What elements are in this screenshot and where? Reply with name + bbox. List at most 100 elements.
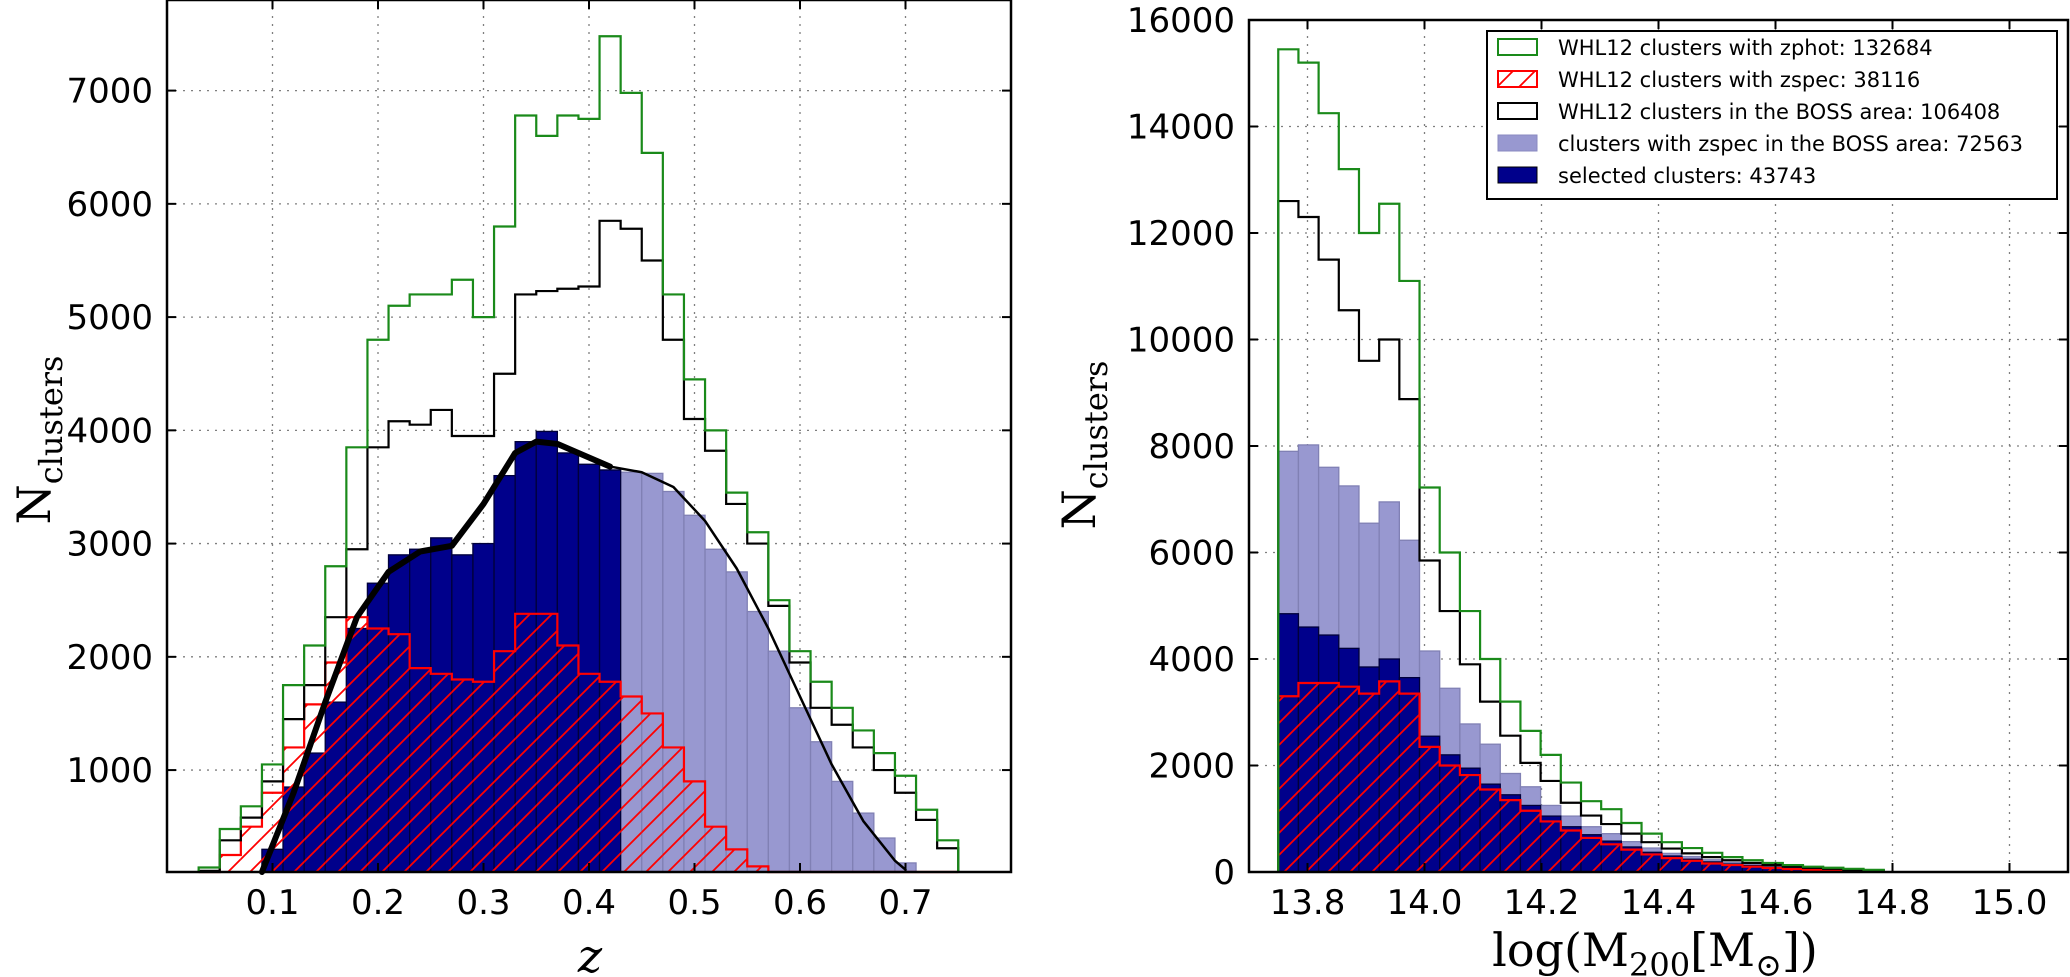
left-y-tick-label: 6000: [66, 185, 153, 225]
right-bar-zspec-hatch: [1439, 765, 1460, 872]
right-bar-zspec-hatch: [1641, 854, 1662, 872]
left-bar-zspec-hatch: [219, 855, 241, 872]
left-bar-zspec-hatch: [536, 613, 558, 872]
right-y-label-sub: clusters: [1077, 361, 1115, 490]
right-bar-zspec-hatch: [1459, 775, 1481, 872]
right-bar-zspec-hatch: [1540, 821, 1561, 872]
left-grid: [167, 0, 1011, 872]
left-y-tick-label: 4000: [66, 411, 153, 451]
left-bar-zspec-hatch: [409, 668, 431, 872]
left-bar-zspec-hatch: [367, 628, 389, 872]
right-x-tick-label: 15.0: [1972, 883, 2048, 923]
right-x-tick-label: 14.8: [1855, 883, 1931, 923]
legend-label-selected: selected clusters: 43743: [1558, 164, 1816, 188]
right-x-label-mid: [M: [1690, 923, 1755, 977]
left-x-tick-label: 0.7: [878, 883, 932, 923]
right-y-tick-label: 4000: [1148, 640, 1235, 680]
right-bar-zspec-hatch: [1580, 837, 1602, 872]
legend-label-boss: WHL12 clusters in the BOSS area: 106408: [1558, 100, 2000, 124]
left-bar-zspec-hatch: [641, 713, 663, 872]
right-bar-zspec-hatch: [1722, 865, 1743, 872]
right-step-zphot: [1277, 48, 1885, 872]
right-y-tick-label: 16000: [1127, 1, 1235, 41]
right-y-tick-label: 6000: [1148, 534, 1235, 574]
right-bar-zspec-hatch: [1762, 868, 1783, 872]
right-panel: 13.8 14.0 14.2 14.4 14.6 14.8 15.0 0 2000 4000 600…: [1052, 1, 2070, 977]
right-x-label-pre: log(M: [1492, 923, 1629, 977]
left-bar-zspec-hatch: [346, 617, 368, 872]
legend-swatch-navy: [1497, 166, 1538, 184]
left-step-zphot: [197, 35, 960, 872]
legend-label-zspec: WHL12 clusters with zspec: 38116: [1558, 68, 1920, 92]
right-x-tick-label: 13.8: [1270, 883, 1346, 923]
left-bar-zspec-hatch: [472, 681, 495, 872]
left-bar-zspec-boss: [746, 610, 770, 873]
left-panel: 0.1 0.2 0.3 0.4 0.5 0.6 0.7 1000 2000 3000 4000 500…: [7, 0, 1013, 977]
left-bar-zspec-hatch: [599, 681, 621, 872]
left-bar-zspec-hatch: [430, 673, 452, 872]
right-bar-zspec-hatch: [1500, 800, 1521, 872]
legend-swatch-lightblue: [1497, 134, 1538, 152]
left-y-tick-label: 1000: [66, 751, 153, 791]
legend-swatch-red-hatch: [1497, 70, 1538, 88]
left-bar-zspec-boss: [809, 741, 833, 873]
left-x-tick-label: 0.1: [245, 883, 299, 923]
left-bar-zspec-hatch: [683, 781, 706, 872]
left-y-label-main: N: [7, 484, 61, 524]
right-x-label-sub: 200: [1629, 946, 1690, 977]
left-bar-zspec-hatch: [578, 673, 600, 872]
left-y-tick-label: 3000: [66, 525, 153, 565]
left-ticks: 0.1 0.2 0.3 0.4 0.5 0.6 0.7 1000 2000 3000 4000 500…: [66, 0, 1011, 923]
right-y-tick-label: 0: [1213, 853, 1235, 893]
left-bar-zspec-hatch: [451, 679, 473, 872]
left-x-tick-label: 0.2: [351, 883, 405, 923]
right-bar-zspec-hatch: [1560, 830, 1581, 872]
right-bar-zspec-hatch: [1702, 863, 1723, 872]
left-bar-zspec-hatch: [620, 696, 642, 872]
right-y-axis-label: Nclusters: [1052, 361, 1115, 530]
right-y-tick-label: 8000: [1148, 427, 1235, 467]
right-x-tick-label: 14.4: [1621, 883, 1697, 923]
right-bar-zspec-hatch: [1480, 789, 1501, 872]
left-bar-zspec-hatch: [747, 866, 769, 872]
right-bar-zspec-hatch: [1782, 869, 1803, 872]
right-ticks: 13.8 14.0 14.2 14.4 14.6 14.8 15.0 0 2000 4000 600…: [1127, 1, 2068, 923]
left-y-tick-label: 2000: [66, 638, 153, 678]
left-bar-zspec-boss: [704, 548, 727, 873]
right-bar-zspec-hatch: [1318, 682, 1339, 872]
left-bar-zspec-hatch-outline: [198, 612, 959, 874]
left-bar-zspec-boss: [725, 571, 748, 873]
left-bar-zspec-hatch: [388, 634, 410, 872]
left-bar-zspec-hatch: [494, 651, 516, 872]
left-x-tick-label: 0.5: [667, 883, 721, 923]
right-bar-zspec-hatch: [1661, 858, 1682, 872]
left-y-axis-label: Nclusters: [7, 356, 70, 525]
left-y-tick-label: 7000: [66, 72, 153, 112]
right-x-tick-label: 14.0: [1387, 883, 1463, 923]
right-bar-zspec-hatch: [1399, 693, 1420, 872]
right-step-boss: [1277, 199, 1885, 872]
legend-box: [1486, 30, 2058, 200]
right-bar-zspec-hatch: [1419, 746, 1440, 872]
right-bar-zspec-hatch-outline: [1277, 680, 1885, 873]
legend-label-zspec-boss: clusters with zspec in the BOSS area: 72…: [1558, 132, 2023, 156]
left-fit-thin: [608, 465, 907, 871]
right-y-tick-label: 12000: [1127, 214, 1235, 254]
left-x-tick-label: 0.3: [456, 883, 510, 923]
left-series: [197, 35, 960, 875]
left-bar-zspec-boss: [788, 707, 812, 873]
right-x-tick-label: 14.2: [1504, 883, 1580, 923]
legend-swatch-green: [1497, 38, 1538, 56]
left-bar-zspec-hatch: [515, 613, 537, 872]
right-bar-zspec-hatch: [1742, 866, 1763, 872]
right-bar-zspec-hatch: [1520, 810, 1541, 872]
right-bar-zspec-hatch: [1681, 860, 1703, 872]
left-fit-thick: [258, 438, 614, 875]
legend-label-zphot: WHL12 clusters with zphot: 132684: [1558, 36, 1933, 60]
right-series: [1277, 48, 1885, 873]
right-bar-zspec-hatch: [1379, 681, 1400, 872]
right-bar-zspec-hatch: [1278, 696, 1299, 872]
left-bar-zspec-boss: [767, 650, 791, 873]
right-bar-zspec-hatch: [1621, 849, 1642, 872]
